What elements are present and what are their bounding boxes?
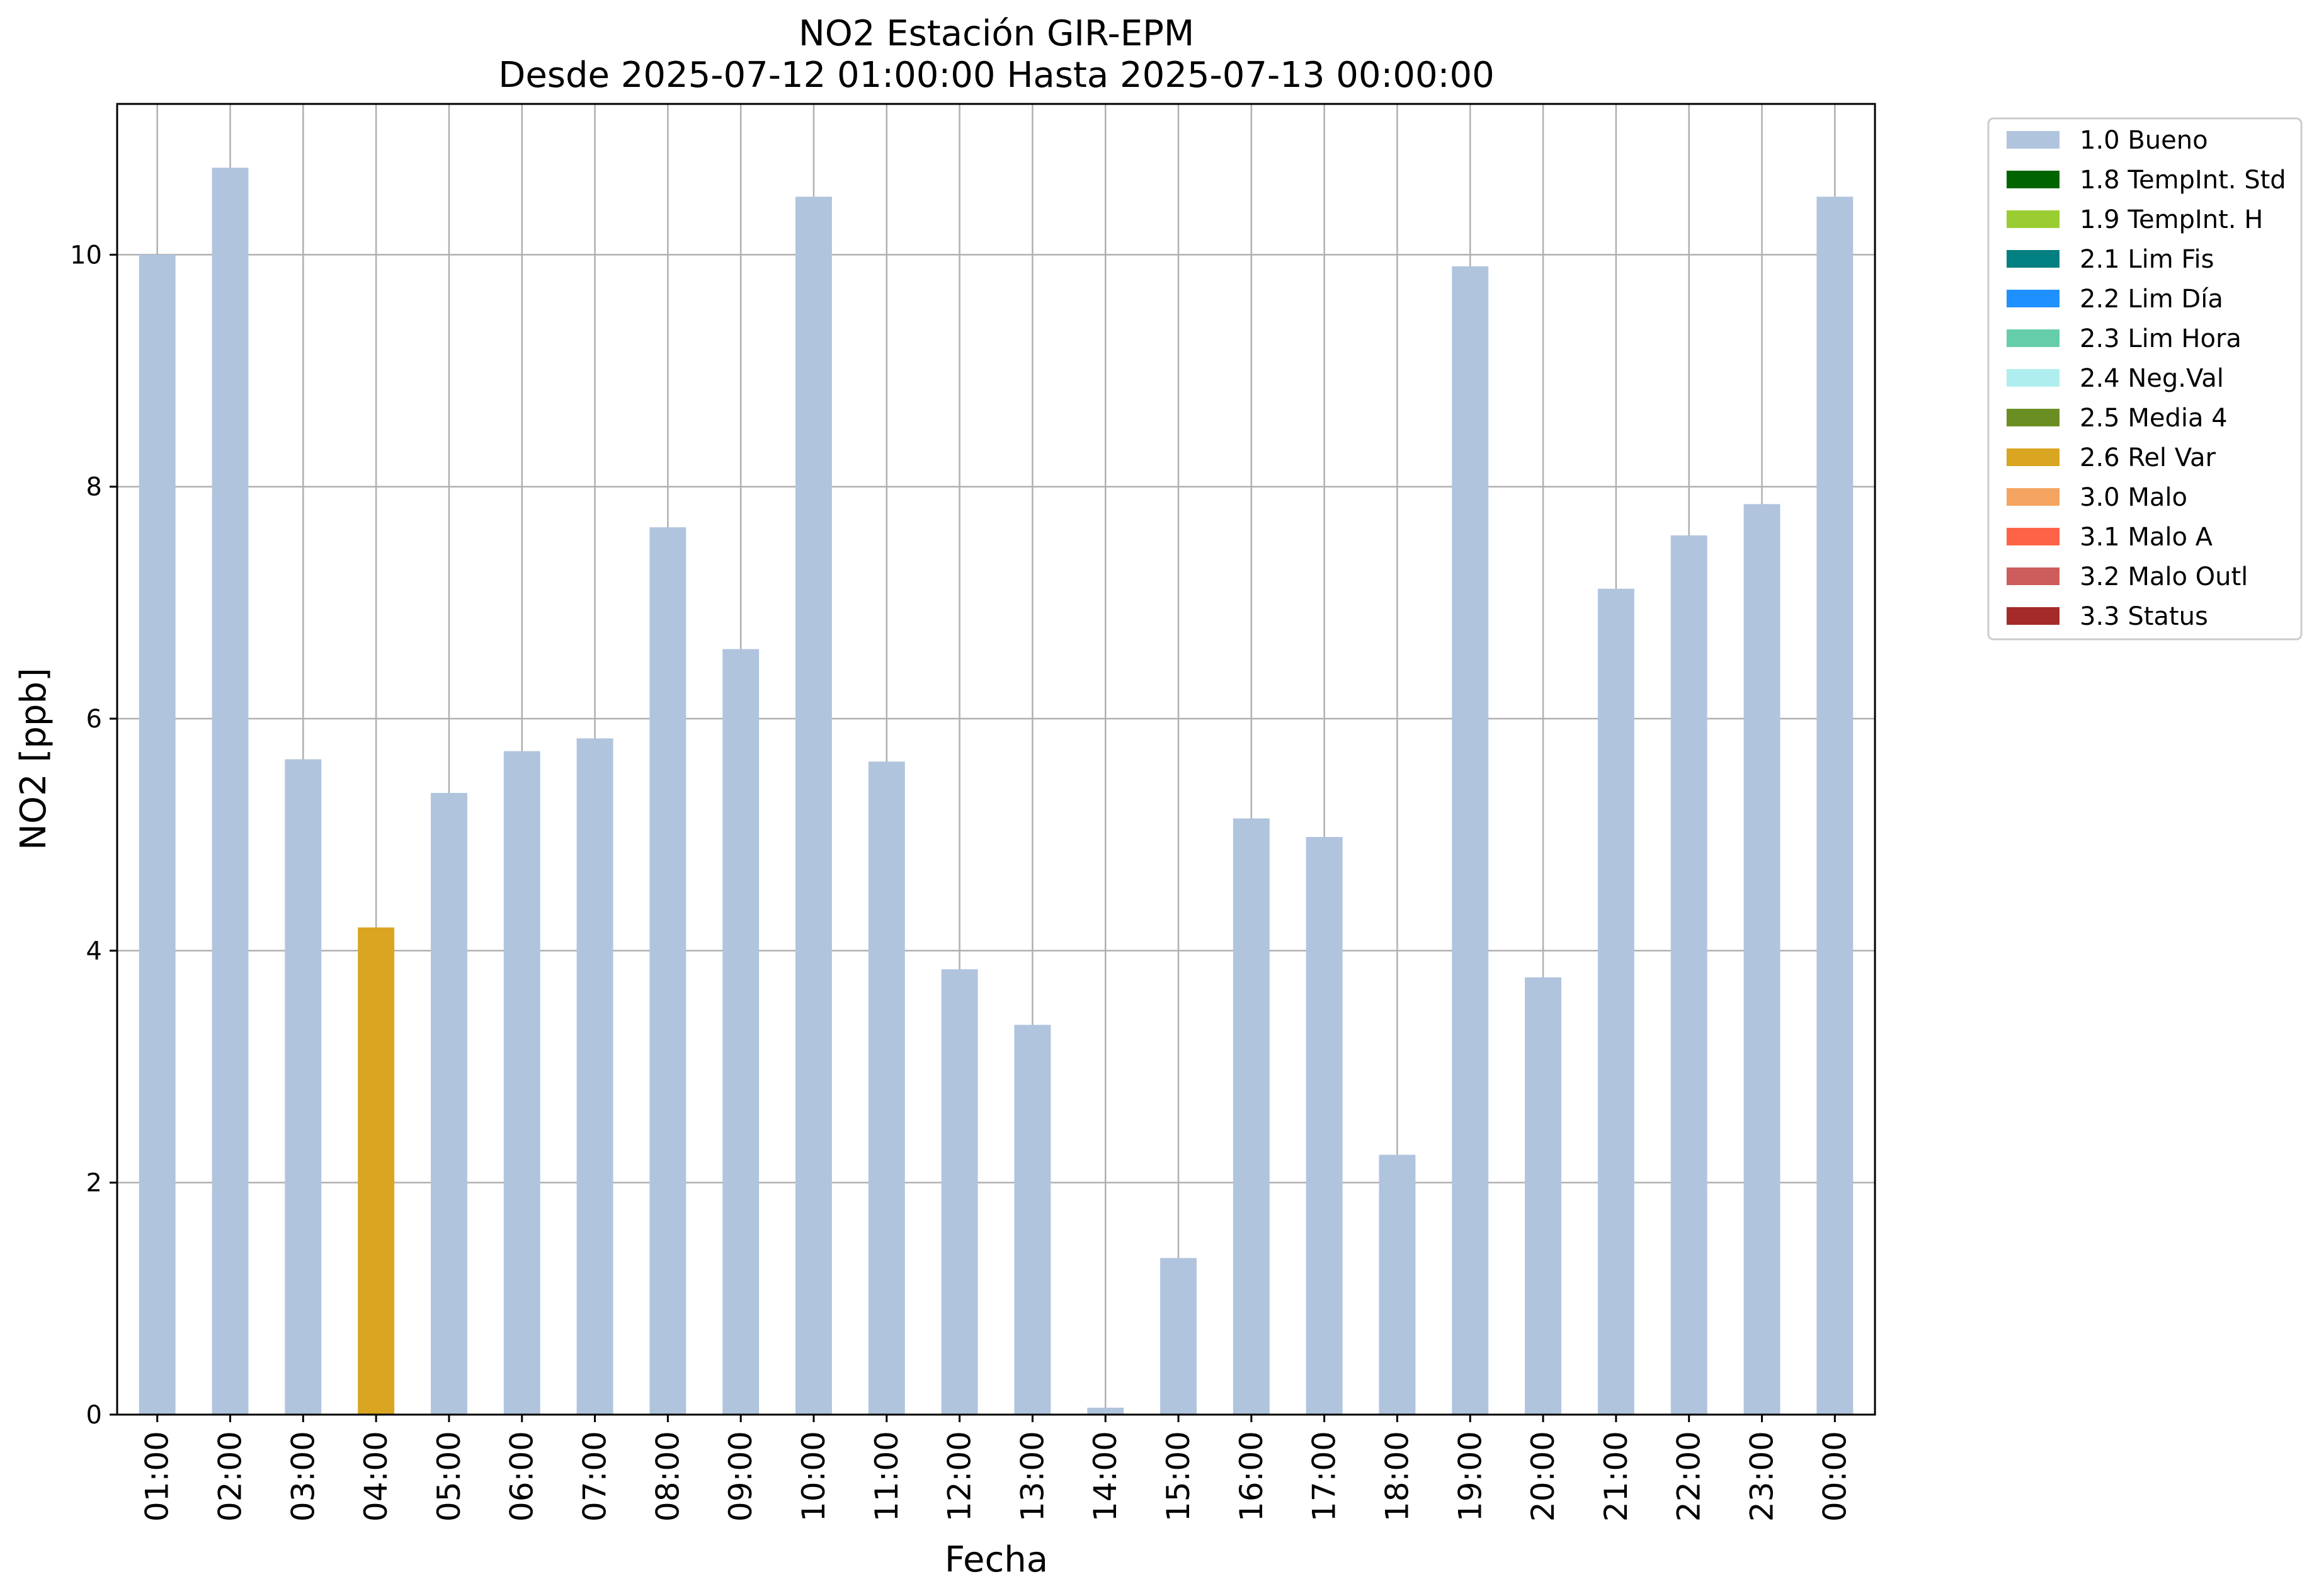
x-tick-label: 09:00: [722, 1431, 759, 1522]
bar-02:00: [212, 168, 249, 1415]
y-tick-label: 6: [86, 705, 102, 734]
bar-11:00: [868, 761, 905, 1415]
x-tick-label: 19:00: [1452, 1431, 1488, 1522]
legend-label: 2.2 Lim Día: [2080, 285, 2223, 314]
bar-00:00: [1816, 197, 1854, 1415]
x-tick-label: 10:00: [795, 1431, 832, 1522]
plot-frame: [116, 103, 1876, 1416]
legend-swatch: [2007, 250, 2060, 268]
x-tick-label: 15:00: [1160, 1431, 1197, 1522]
x-tick-label: 14:00: [1087, 1431, 1124, 1522]
bar-15:00: [1160, 1258, 1197, 1415]
legend-label: 2.4 Neg.Val: [2080, 364, 2224, 393]
y-tick-label: 8: [86, 473, 102, 502]
legend-label: 2.6 Rel Var: [2080, 443, 2216, 472]
x-axis-label: Fecha: [945, 1539, 1048, 1580]
legend-label: 3.1 Malo A: [2080, 523, 2213, 552]
legend-label: 1.8 TempInt. Std: [2080, 166, 2286, 195]
x-tick-label: 02:00: [212, 1431, 249, 1522]
bars: [139, 168, 1854, 1415]
legend-swatch: [2007, 171, 2060, 188]
legend-label: 2.5 Media 4: [2080, 404, 2228, 433]
bar-13:00: [1014, 1025, 1051, 1415]
legend: 1.0 Bueno 1.8 TempInt. Std 1.9 TempInt. H 2…: [1987, 117, 2303, 641]
legend-swatch: [2007, 131, 2060, 149]
legend-swatch: [2007, 329, 2060, 347]
x-tick-label: 07:00: [577, 1431, 613, 1522]
x-tick-label: 21:00: [1598, 1431, 1634, 1522]
x-tick-label: 13:00: [1014, 1431, 1051, 1522]
bar-23:00: [1743, 504, 1781, 1415]
legend-swatch: [2007, 488, 2060, 506]
legend-swatch: [2007, 528, 2060, 545]
bar-05:00: [430, 792, 467, 1415]
chart-title: NO2 Estación GIR-EPM: [799, 13, 1194, 54]
x-tick-label: 20:00: [1525, 1431, 1561, 1522]
legend-swatch: [2007, 210, 2060, 228]
x-tick-label: 12:00: [942, 1431, 978, 1522]
bar-14:00: [1087, 1407, 1124, 1415]
legend-swatch: [2007, 567, 2060, 585]
bar-17:00: [1306, 836, 1343, 1415]
bar-07:00: [576, 738, 613, 1415]
legend-swatch: [2007, 290, 2060, 307]
x-tick-label: 00:00: [1816, 1431, 1853, 1522]
x-axis-ticks: 01:00 02:00 03:00 04:00 05:00 06:00 07:00 08:00…: [139, 1415, 1853, 1522]
y-axis-label: NO2 [ppb]: [13, 668, 54, 850]
y-axis-ticks: 0 2 4 6 8 10: [70, 241, 117, 1430]
bar-20:00: [1525, 977, 1562, 1415]
legend-swatch: [2007, 369, 2060, 387]
x-tick-label: 17:00: [1306, 1431, 1343, 1522]
legend-label: 2.3 Lim Hora: [2080, 324, 2242, 353]
bar-22:00: [1670, 535, 1707, 1415]
x-tick-label: 01:00: [139, 1431, 176, 1522]
bar-18:00: [1379, 1154, 1416, 1415]
x-tick-label: 08:00: [649, 1431, 686, 1522]
y-tick-label: 4: [86, 937, 102, 966]
bar-06:00: [503, 751, 540, 1415]
legend-label: 3.0 Malo: [2080, 483, 2187, 512]
x-tick-label: 18:00: [1379, 1431, 1415, 1522]
x-tick-label: 11:00: [869, 1431, 905, 1522]
x-tick-label: 05:00: [431, 1431, 467, 1522]
bar-19:00: [1452, 266, 1489, 1415]
bar-10:00: [795, 197, 832, 1415]
legend-swatch: [2007, 448, 2060, 466]
legend-frame: [1987, 117, 2303, 641]
x-tick-label: 22:00: [1671, 1431, 1707, 1522]
legend-label: 3.2 Malo Outl: [2080, 562, 2248, 591]
x-tick-label: 03:00: [285, 1431, 321, 1522]
bar-16:00: [1233, 818, 1270, 1415]
legend-label: 1.0 Bueno: [2080, 126, 2208, 155]
legend-label: 3.3 Status: [2080, 602, 2208, 631]
bar-08:00: [649, 527, 687, 1415]
x-tick-label: 16:00: [1233, 1431, 1270, 1522]
x-tick-label: 04:00: [358, 1431, 394, 1522]
legend-swatch: [2007, 607, 2060, 625]
x-tick-label: 23:00: [1743, 1431, 1780, 1522]
bar-12:00: [941, 969, 978, 1415]
bar-21:00: [1597, 588, 1634, 1415]
x-tick-label: 06:00: [504, 1431, 540, 1522]
bar-03:00: [285, 759, 322, 1415]
chart-subtitle: Desde 2025-07-12 01:00:00 Hasta 2025-07-…: [498, 55, 1495, 96]
legend-label: 1.9 TempInt. H: [2080, 205, 2263, 234]
y-tick-label: 0: [86, 1401, 102, 1430]
bar-09:00: [722, 649, 760, 1415]
y-tick-label: 2: [86, 1169, 102, 1198]
legend-label: 2.1 Lim Fis: [2080, 245, 2214, 274]
legend-swatch: [2007, 409, 2060, 426]
y-tick-label: 10: [70, 241, 102, 270]
bar-01:00: [139, 254, 176, 1415]
bar-04:00: [358, 927, 395, 1415]
